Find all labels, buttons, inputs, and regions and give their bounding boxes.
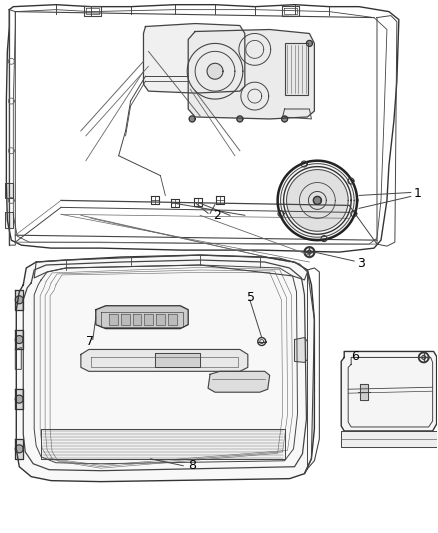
Text: 6: 6	[351, 350, 359, 363]
Text: 7: 7	[86, 335, 94, 348]
Polygon shape	[16, 255, 314, 482]
Polygon shape	[307, 41, 312, 46]
Text: 2: 2	[213, 209, 221, 222]
Polygon shape	[15, 290, 23, 310]
Polygon shape	[168, 314, 177, 325]
Polygon shape	[156, 314, 165, 325]
Polygon shape	[15, 296, 23, 304]
Polygon shape	[15, 329, 23, 350]
Polygon shape	[120, 314, 130, 325]
Polygon shape	[278, 160, 357, 240]
Polygon shape	[155, 353, 200, 367]
Polygon shape	[237, 116, 243, 122]
Polygon shape	[15, 439, 23, 459]
Polygon shape	[189, 116, 195, 122]
Polygon shape	[41, 429, 285, 459]
Polygon shape	[5, 182, 13, 198]
Polygon shape	[109, 314, 118, 325]
Polygon shape	[286, 169, 348, 231]
Polygon shape	[360, 384, 368, 400]
Polygon shape	[5, 212, 13, 228]
Polygon shape	[96, 306, 188, 329]
Polygon shape	[294, 337, 307, 362]
Polygon shape	[15, 389, 23, 409]
Polygon shape	[188, 29, 314, 119]
Polygon shape	[15, 395, 23, 403]
Text: 8: 8	[188, 459, 196, 472]
Polygon shape	[15, 336, 23, 343]
Polygon shape	[207, 63, 223, 79]
Polygon shape	[145, 314, 153, 325]
Polygon shape	[81, 350, 248, 372]
Polygon shape	[341, 351, 437, 431]
Text: 1: 1	[414, 187, 422, 200]
Text: 3: 3	[357, 256, 365, 270]
Text: 5: 5	[247, 292, 255, 304]
Polygon shape	[314, 197, 321, 204]
Polygon shape	[208, 372, 270, 392]
Polygon shape	[133, 314, 141, 325]
Polygon shape	[15, 445, 23, 453]
Polygon shape	[341, 431, 437, 447]
Polygon shape	[282, 116, 288, 122]
Bar	[285, 43, 308, 95]
Polygon shape	[144, 23, 245, 93]
